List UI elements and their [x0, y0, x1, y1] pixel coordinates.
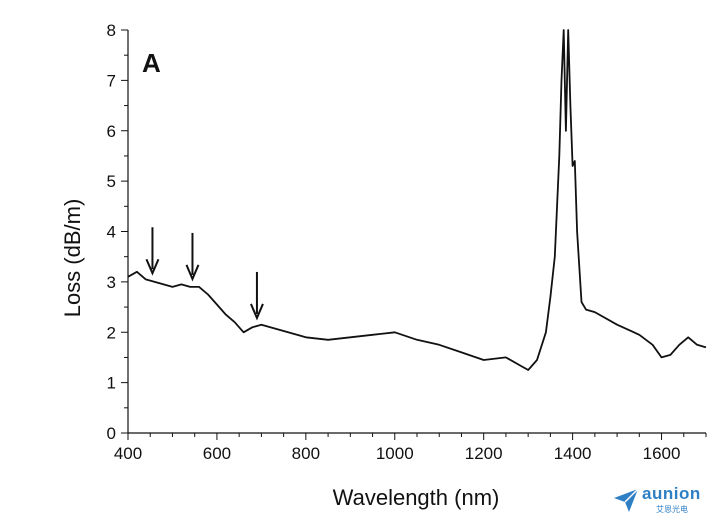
- axes: [127, 30, 706, 434]
- y-tick-label: 8: [107, 21, 116, 40]
- ticks: 400 600 800 1000 1200 1400 1600 0 1 2 3 4 5 6 7 8: [107, 21, 707, 463]
- y-tick-label: 3: [107, 273, 116, 292]
- y-tick-label: 7: [107, 71, 116, 90]
- watermark-name: aunion: [642, 484, 701, 503]
- x-tick-label: 1200: [465, 444, 503, 463]
- y-tick-label: 4: [107, 223, 116, 242]
- data-line-layer: [127, 29, 707, 371]
- down-arrow-icon: [185, 232, 200, 282]
- y-tick-label: 6: [107, 122, 116, 141]
- x-tick-label: 1400: [554, 444, 592, 463]
- y-tick-label: 1: [107, 374, 116, 393]
- x-tick-label: 1600: [643, 444, 681, 463]
- down-arrow-icon: [145, 227, 160, 276]
- x-axis-title: Wavelength (nm): [333, 485, 500, 510]
- arrow-head: [250, 303, 264, 321]
- y-tick-label: 2: [107, 323, 116, 342]
- arrow-head: [145, 258, 160, 276]
- down-arrow-icon: [250, 271, 264, 321]
- x-tick-label: 600: [203, 444, 231, 463]
- x-tick-label: 400: [114, 444, 142, 463]
- x-tick-label: 800: [292, 444, 320, 463]
- series-line: [127, 29, 707, 371]
- x-tick-label: 1000: [376, 444, 414, 463]
- arrow-annotations: [145, 227, 264, 321]
- arrow-head: [185, 264, 200, 282]
- panel-label: A: [142, 48, 161, 78]
- watermark-logo: aunion 艾恩光电: [612, 484, 712, 518]
- y-tick-label: 5: [107, 172, 116, 191]
- paper-plane-icon: [614, 488, 639, 512]
- y-tick-label: 0: [107, 424, 116, 443]
- y-axis-title: Loss (dB/m): [60, 199, 85, 318]
- watermark-subtitle: 艾恩光电: [656, 505, 688, 514]
